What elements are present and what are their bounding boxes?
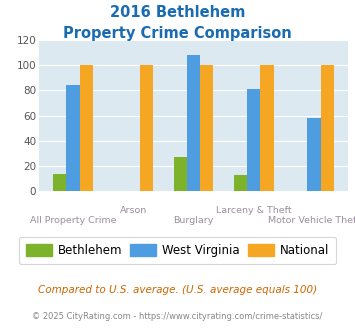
Bar [174,157,187,191]
Legend: Bethlehem, West Virginia, National: Bethlehem, West Virginia, National [18,237,337,264]
Bar [53,174,66,191]
Bar [187,55,200,191]
Bar [234,175,247,191]
Text: All Property Crime: All Property Crime [30,216,116,225]
Bar [66,85,80,191]
Bar [260,65,274,191]
Text: © 2025 CityRating.com - https://www.cityrating.com/crime-statistics/: © 2025 CityRating.com - https://www.city… [32,312,323,321]
Text: Property Crime Comparison: Property Crime Comparison [63,26,292,41]
Bar [140,65,153,191]
Bar [200,65,213,191]
Text: Motor Vehicle Theft: Motor Vehicle Theft [268,216,355,225]
Text: Larceny & Theft: Larceny & Theft [216,206,291,215]
Bar [247,89,260,191]
Bar [80,65,93,191]
Text: 2016 Bethlehem: 2016 Bethlehem [110,5,245,20]
Text: Arson: Arson [120,206,147,215]
Bar [321,65,334,191]
Text: Burglary: Burglary [173,216,214,225]
Text: Compared to U.S. average. (U.S. average equals 100): Compared to U.S. average. (U.S. average … [38,285,317,295]
Bar [307,118,321,191]
